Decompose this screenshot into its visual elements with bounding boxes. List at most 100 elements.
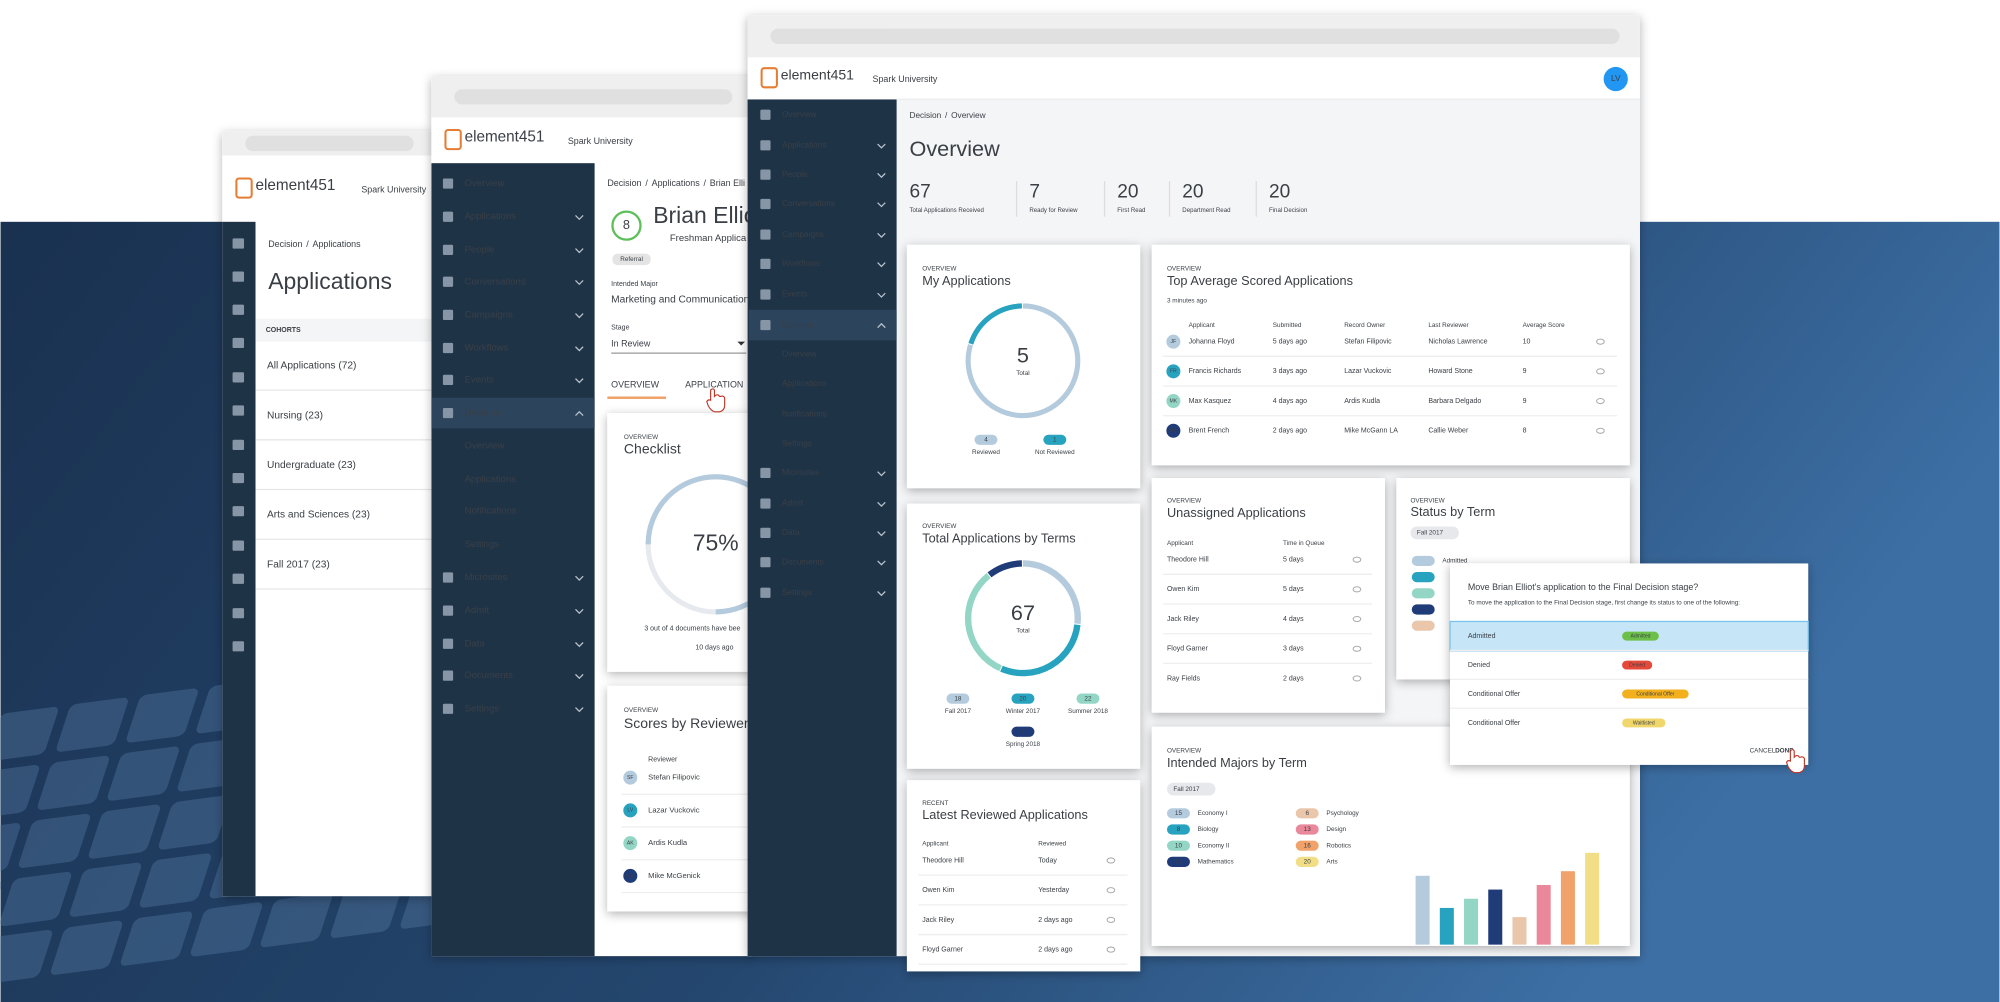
nav-item[interactable]: Overview <box>465 441 505 452</box>
nav-item[interactable]: Applications <box>782 141 827 150</box>
legend-badge <box>1167 856 1190 867</box>
nav-item[interactable]: Workflows <box>465 343 509 354</box>
status-chip <box>1622 660 1653 670</box>
nav-item[interactable]: People <box>782 170 808 179</box>
legend-badge <box>1011 726 1035 737</box>
nav-item[interactable]: Settings <box>782 439 812 448</box>
nav-chevron <box>575 248 584 254</box>
table-cell: 2 days ago <box>1273 428 1307 435</box>
nav-icon <box>760 198 771 210</box>
nav-icon <box>442 309 454 320</box>
nav-item[interactable]: Events <box>465 374 494 385</box>
sidebar-icon <box>232 540 245 551</box>
avatar <box>1166 423 1181 438</box>
legend-name: Summer 2018 <box>1068 708 1108 715</box>
card-note: 3 minutes ago <box>1167 298 1207 305</box>
nav-item[interactable]: Settings <box>782 588 812 597</box>
legend-badge <box>1167 840 1190 851</box>
avatar <box>1166 334 1181 349</box>
legend-badge <box>974 434 998 445</box>
nav-item[interactable]: Decision <box>465 408 502 419</box>
nav-chevron <box>575 280 584 286</box>
card-eyebrow: OVERVIEW <box>624 707 658 714</box>
nav-item[interactable]: Applications <box>465 474 517 485</box>
nav-item[interactable]: Admit <box>465 605 490 616</box>
card-eyebrow: OVERVIEW <box>1410 498 1444 505</box>
stat-label: Department Read <box>1182 207 1230 214</box>
nav-item[interactable]: Conversations <box>782 199 835 208</box>
card <box>906 244 1141 489</box>
table-cell: Today <box>1038 857 1057 864</box>
legend-badge <box>1295 824 1319 835</box>
table-cell: Jack Riley <box>1167 616 1199 623</box>
legend-value: 10 <box>1175 842 1183 849</box>
option-label[interactable]: Admitted <box>1468 633 1496 640</box>
legend-badge <box>1043 434 1067 445</box>
button-done[interactable]: DONE <box>1775 748 1793 755</box>
legend-value: 20 <box>1019 695 1027 702</box>
nav-item[interactable]: Admit <box>782 499 804 508</box>
nav-item[interactable]: Applications <box>465 211 517 222</box>
nav-item[interactable]: Events <box>782 290 807 299</box>
button-cancel[interactable]: CANCEL <box>1750 748 1776 755</box>
legend-name: Biology <box>1198 826 1220 833</box>
nav-item[interactable]: Settings <box>465 703 500 714</box>
avatar <box>623 803 638 818</box>
option-label[interactable]: Conditional Offer <box>1468 691 1521 698</box>
legend-name: Spring 2018 <box>1006 741 1041 748</box>
table-cell: Ray Fields <box>1167 675 1201 682</box>
field-value: Marketing and Communication <box>611 294 749 305</box>
nav-item[interactable]: Applications <box>782 379 827 388</box>
legend-name: Reviewed <box>972 449 1000 456</box>
tag-chip <box>612 253 651 266</box>
donut-total-label: Total <box>1016 370 1029 377</box>
legend-value: 20 <box>1304 859 1312 866</box>
nav-item[interactable]: Microsites <box>465 572 508 583</box>
tab[interactable]: OVERVIEW <box>611 379 659 389</box>
option-label[interactable]: Denied <box>1468 662 1490 669</box>
nav-item[interactable]: Settings <box>465 539 500 550</box>
nav-icon <box>760 319 771 331</box>
sidebar-icon <box>232 405 245 416</box>
nav-item[interactable]: Data <box>782 528 800 537</box>
card-note: 10 days ago <box>695 644 733 651</box>
nav-item[interactable]: Overview <box>782 110 816 119</box>
logo-icon <box>444 129 462 151</box>
nav-item[interactable]: Campaigns <box>782 230 824 239</box>
table-cell: Ardis Kudla <box>1344 398 1380 405</box>
key <box>0 764 40 820</box>
table-cell: Nicholas Lawrence <box>1428 339 1487 346</box>
nav-item[interactable]: Conversations <box>465 276 526 287</box>
logo-icon <box>235 177 253 199</box>
nav-item[interactable]: Documents <box>782 557 824 566</box>
nav-item[interactable]: Data <box>465 638 486 649</box>
breadcrumb-separator: / <box>645 178 648 188</box>
logo: element451 <box>781 67 854 83</box>
nav-item[interactable]: Overview <box>465 178 505 189</box>
tab[interactable]: APPLICATION <box>685 379 743 389</box>
nav-chevron <box>575 575 584 581</box>
nav-item[interactable]: Campaigns <box>465 309 514 320</box>
nav-item[interactable]: Overview <box>782 350 816 359</box>
nav-item[interactable]: Decision <box>782 320 814 329</box>
status-chip-label: Denied <box>1629 662 1645 668</box>
legend-name: Psychology <box>1326 810 1359 817</box>
legend-name: Arts <box>1326 859 1337 866</box>
nav-item[interactable]: People <box>465 244 495 255</box>
avatar <box>623 770 638 785</box>
select-value: In Review <box>611 339 651 349</box>
card-title: My Applications <box>922 273 1010 288</box>
key <box>107 746 179 801</box>
nav-item[interactable]: Notifications <box>782 410 827 419</box>
nav-icon <box>760 109 771 120</box>
nav-item[interactable]: Documents <box>465 670 514 681</box>
view-icon <box>1106 916 1116 923</box>
nav-item[interactable]: Microsites <box>782 468 819 477</box>
nav-item[interactable]: Workflows <box>782 259 820 268</box>
nav-icon <box>760 498 771 509</box>
tag: Referral <box>620 256 643 263</box>
nav-item[interactable]: Notifications <box>465 506 517 517</box>
option-label[interactable]: Conditional Offer <box>1468 720 1521 727</box>
nav-chevron <box>575 707 584 713</box>
